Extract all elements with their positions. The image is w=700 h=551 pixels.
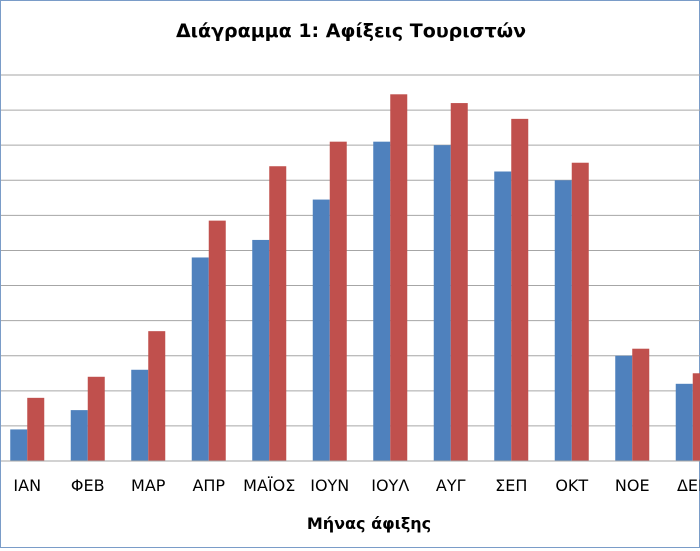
x-tick-label: ΔΕΚ xyxy=(677,476,700,495)
bar-series1-ΙΟΥΛ xyxy=(373,141,391,461)
bar-series2-ΜΑΡ xyxy=(148,331,166,461)
bar-series1-ΑΠΡ xyxy=(191,257,209,461)
bars xyxy=(10,94,700,462)
bar-series1-ΑΥΓ xyxy=(433,145,451,461)
bar-series1-ΣΕΠ xyxy=(494,171,512,461)
bar-series1-ΟΚΤ xyxy=(554,180,572,462)
bar-series2-ΑΠΡ xyxy=(208,220,226,461)
x-tick-label: ΣΕΠ xyxy=(495,476,527,495)
bar-series2-ΜΑΪΟΣ xyxy=(269,166,287,461)
bar-series1-ΜΑΪΟΣ xyxy=(252,239,270,461)
grid-lines xyxy=(1,74,700,427)
bar-series2-ΔΕΚ xyxy=(692,373,700,461)
x-tick-label: ΙΟΥΝ xyxy=(310,476,349,495)
bar-series2-ΟΚΤ xyxy=(571,162,589,461)
x-tick-label: ΙΟΥΛ xyxy=(371,476,409,495)
bar-series1-ΝΟΕ xyxy=(615,355,633,461)
x-tick-label: ΝΟΕ xyxy=(615,476,650,495)
bar-series2-ΙΑΝ xyxy=(27,397,45,461)
x-tick-label: ΜΑΪΟΣ xyxy=(243,476,295,495)
x-axis-title: Μήνας άφιξης xyxy=(307,514,431,533)
bar-series2-ΙΟΥΛ xyxy=(390,94,408,462)
bar-series2-ΣΕΠ xyxy=(511,118,529,461)
bar-series2-ΝΟΕ xyxy=(632,348,650,461)
bar-series2-ΙΟΥΝ xyxy=(329,141,347,461)
x-tick-label: ΦΕΒ xyxy=(71,476,105,495)
bar-series2-ΦΕΒ xyxy=(87,376,105,461)
x-tick-label: ΜΑΡ xyxy=(131,476,166,495)
x-tick-labels: ΙΑΝ ΦΕΒ ΜΑΡ ΑΠΡ ΜΑΪΟΣ ΙΟΥΝ ΙΟΥΛ ΑΥΓ ΣΕΠ ΟΚΤ ΝΟΕ ΔΕΚ xyxy=(13,476,700,495)
x-tick-label: ΟΚΤ xyxy=(555,476,588,495)
bar-series1-ΙΑΝ xyxy=(10,429,28,461)
chart-title: Διάγραμμα 1: Αφίξεις Τουριστών xyxy=(176,20,526,42)
bar-series2-ΑΥΓ xyxy=(450,103,468,461)
bar-series1-ΜΑΡ xyxy=(131,369,149,461)
bar-series1-ΦΕΒ xyxy=(70,410,88,461)
bar-series1-ΔΕΚ xyxy=(675,383,693,461)
bar-series1-ΙΟΥΝ xyxy=(312,199,330,461)
x-tick-label: ΑΠΡ xyxy=(192,476,225,495)
x-tick-label: ΙΑΝ xyxy=(13,476,41,495)
x-tick-label: ΑΥΓ xyxy=(436,476,466,495)
